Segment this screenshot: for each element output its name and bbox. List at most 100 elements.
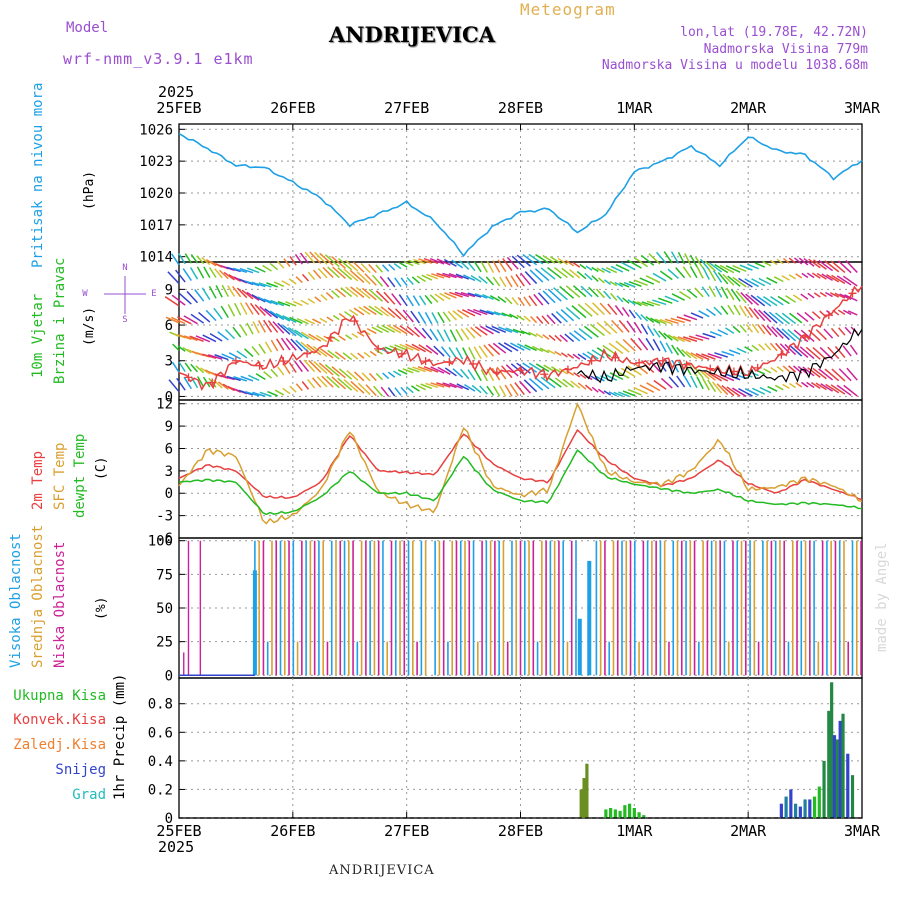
wind-barb [258, 343, 266, 354]
wind-barb [807, 367, 821, 378]
wind-barb [773, 276, 784, 283]
wind-barb [843, 384, 858, 397]
wind-barb [751, 278, 766, 287]
wind-barb [340, 287, 353, 298]
wind-barb [227, 285, 236, 297]
wind-barb [823, 328, 834, 339]
wind-barb [795, 382, 803, 388]
wind-barb [402, 309, 414, 323]
wind-speed-marker [231, 356, 240, 365]
wind-barb [460, 328, 470, 340]
wind-barb [468, 346, 476, 360]
wind-barb [295, 339, 309, 353]
wind-barb [363, 305, 377, 316]
wind-barb [516, 314, 525, 321]
wind-barb [241, 289, 254, 300]
wind-barb [510, 342, 525, 351]
wind-barb [266, 282, 278, 288]
wind-barb [350, 352, 359, 360]
wind-barb [761, 324, 772, 336]
wind-barb [511, 255, 525, 269]
wind-barb [263, 298, 278, 306]
year-bottom: 2025 [158, 838, 195, 856]
wind-barb [792, 294, 803, 302]
wind-barb [615, 340, 630, 353]
precip-bar [779, 803, 783, 818]
wind-barb [285, 337, 297, 351]
wind-barb [436, 329, 445, 342]
wind-barb [318, 362, 334, 376]
wind-barb [740, 292, 753, 305]
wind-barb [337, 267, 353, 281]
wind-barb [704, 260, 716, 272]
wind-barb [620, 367, 636, 378]
wind-barb [648, 253, 661, 265]
wind-barb [449, 329, 458, 342]
xtick-top-label: 3MAR [844, 99, 881, 117]
wind-barb [246, 291, 260, 301]
wind-barb [183, 315, 198, 325]
wind-barb [758, 309, 772, 323]
ytick-label-precip: 0.6 [148, 725, 173, 741]
wind-barb [520, 272, 532, 286]
wind-barb [184, 362, 192, 372]
wind-barb [689, 265, 698, 279]
wind-barb [819, 291, 827, 298]
precip-bar [789, 789, 793, 818]
wind-barb [565, 259, 575, 267]
wind-barb [285, 301, 297, 307]
wind-barb [582, 352, 593, 361]
wind-barb [327, 266, 340, 279]
wind-barb [702, 332, 716, 339]
wind-barb [732, 265, 747, 273]
precip-bar [850, 775, 855, 818]
wind-barb [547, 376, 562, 388]
precip-bar [808, 799, 812, 818]
wind-barb [492, 342, 507, 354]
wind-barb [349, 269, 365, 283]
wind-barb [398, 294, 408, 307]
wind-barb [523, 315, 531, 323]
wind-barb [168, 379, 180, 393]
wind-barb [213, 307, 223, 320]
wind-barb [510, 275, 519, 288]
wind-barb [454, 291, 470, 298]
wind-barb [196, 255, 205, 265]
xtick-top-label: 26FEB [270, 99, 315, 117]
wind-barb [707, 379, 717, 393]
wind-barb [171, 253, 180, 266]
wind-barb [375, 290, 390, 304]
wind-barb [645, 315, 655, 323]
wind-barb [344, 310, 353, 318]
wind-barb [497, 295, 507, 303]
wind-barb [350, 380, 365, 394]
precip-bar [798, 806, 802, 818]
wind-barb [233, 376, 248, 382]
wind-barb [177, 316, 192, 325]
wind-barb [610, 265, 624, 273]
wind-barb [608, 391, 618, 397]
wind-barb [627, 388, 642, 396]
wind-barb [712, 270, 723, 283]
wind-barb [652, 272, 667, 282]
wind-barb [509, 313, 519, 320]
temp-line-2m-temp [178, 428, 863, 501]
wind-barb [466, 260, 476, 272]
wind-barb [236, 350, 248, 359]
wind-barb [830, 260, 846, 274]
wind-barb [364, 273, 377, 286]
wind-barb [277, 366, 285, 376]
wind-barb [202, 334, 217, 343]
wind-barb [842, 275, 858, 287]
wind-barb [799, 346, 815, 360]
wind-barb [505, 364, 519, 377]
wind-barb [376, 325, 389, 333]
wind-barb [708, 285, 717, 298]
ytick-label-pressure: 1014 [139, 250, 173, 266]
wind-barb [424, 311, 433, 325]
wind-barb [717, 329, 729, 336]
xtick-top-label: 1MAR [616, 99, 653, 117]
wind-barb [332, 266, 346, 279]
wind-barb [443, 258, 457, 267]
wind-barb [815, 382, 827, 391]
